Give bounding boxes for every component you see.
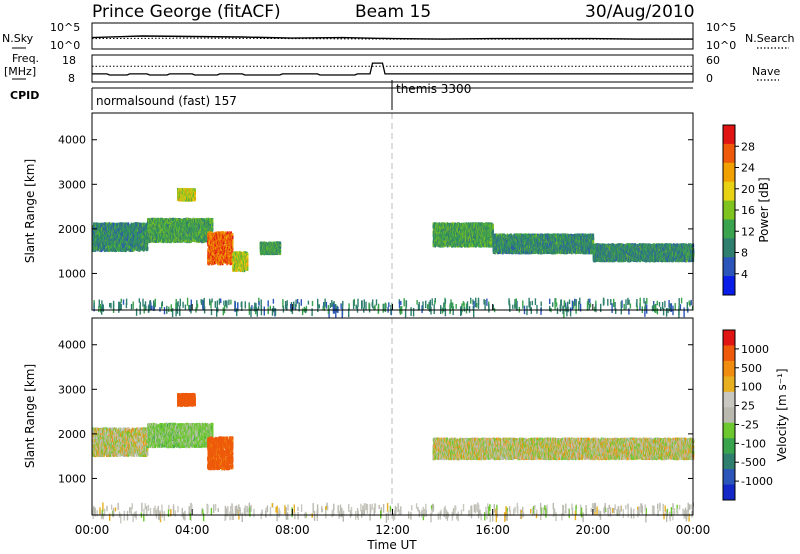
freq-label: Freq. xyxy=(12,52,39,65)
noise-right-tick-top: 10^5 xyxy=(706,21,736,34)
freq-right-tick-bottom: 0 xyxy=(706,72,713,85)
noise-left-tick-top: 10^5 xyxy=(50,21,80,34)
nsearch-label: N.Search xyxy=(745,32,795,45)
beam-title: Beam 15 xyxy=(355,2,431,22)
nsky-label: N.Sky xyxy=(2,32,34,45)
freq-left-tick-top: 18 xyxy=(62,54,76,67)
cpid-mode-1-label: normalsound (fast) 157 xyxy=(96,94,237,108)
freq-left-tick-bottom: 8 xyxy=(68,72,75,85)
nave-label: Nave xyxy=(752,65,780,78)
noise-right-tick-bottom: 10^0 xyxy=(706,39,736,52)
freq-unit-label: [MHz] xyxy=(4,65,36,78)
power-heatmap xyxy=(92,188,694,318)
noise-left-tick-bottom: 10^0 xyxy=(50,39,80,52)
cpid-label: CPID xyxy=(10,89,39,102)
freq-right-tick-top: 60 xyxy=(706,54,720,67)
date-title: 30/Aug/2010 xyxy=(585,2,695,22)
freq-series-line xyxy=(92,63,693,75)
cpid-mode-2-label: themis 3300 xyxy=(396,82,471,96)
station-title: Prince George (fitACF) xyxy=(92,2,281,22)
nsky-series-line xyxy=(92,36,693,39)
radar-summary-plot: Prince George (fitACF) Beam 15 30/Aug/20… xyxy=(0,0,800,554)
freq-panel-frame xyxy=(92,55,693,82)
